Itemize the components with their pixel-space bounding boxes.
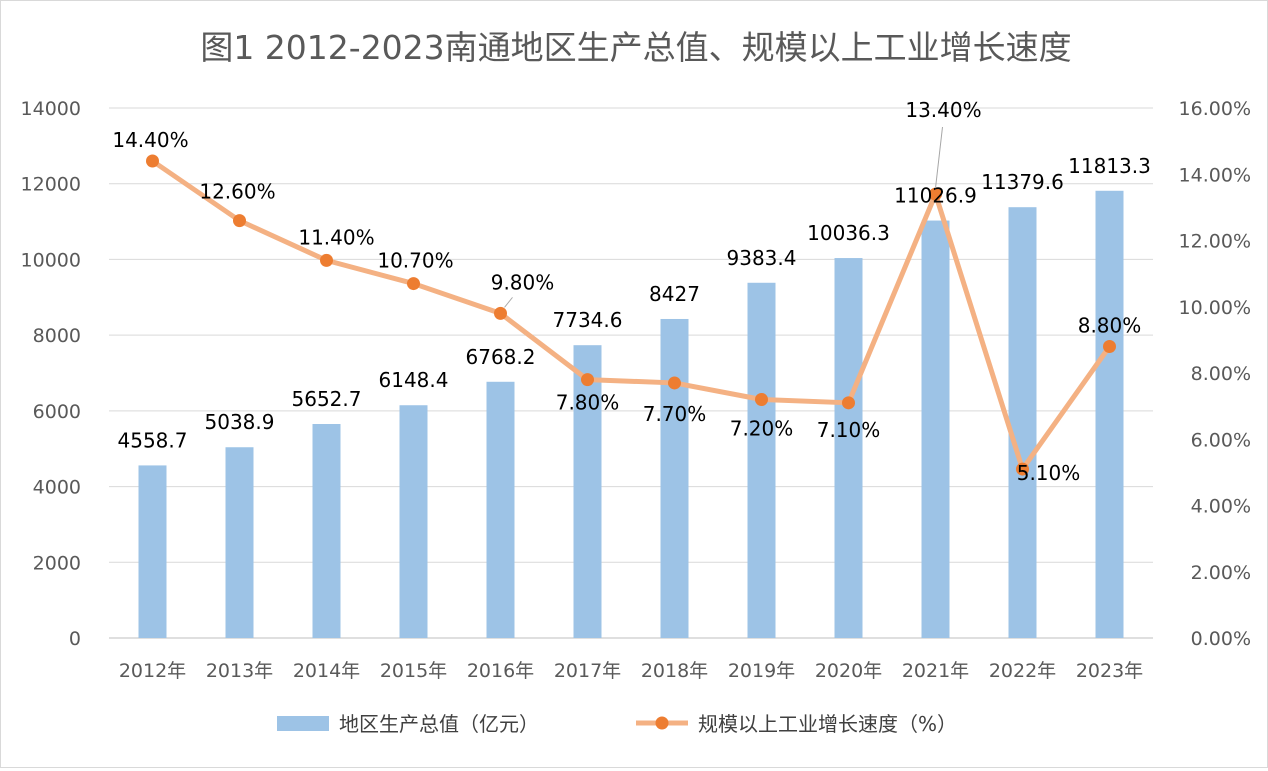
x-tick-label: 2016年: [467, 660, 534, 682]
growth-marker: [1016, 462, 1029, 476]
gdp-bar: [573, 345, 602, 638]
gdp-data-labels: 4558.7 5038.9 5652.7 6148.4 6768.2 7734.6 8427…: [118, 154, 1151, 453]
growth-value-label: 11.40%: [298, 225, 374, 249]
growth-value-label: 14.40%: [112, 128, 188, 152]
x-tick-label: 2019年: [728, 660, 795, 682]
left-tick-label: 12000: [21, 174, 81, 196]
right-tick-label: 4.00%: [1191, 496, 1251, 518]
right-tick-label: 2.00%: [1191, 562, 1251, 584]
growth-value-label: 5.10%: [1017, 461, 1081, 485]
x-tick-label: 2018年: [641, 660, 708, 682]
legend-swatch-marker: [655, 716, 669, 730]
gdp-value-label: 8427: [649, 282, 700, 306]
x-tick-label: 2020年: [815, 660, 882, 682]
legend-swatch-gdp: [277, 716, 329, 731]
legend: 地区生产总值（亿元） 规模以上工业增长速度（%）: [277, 712, 957, 736]
growth-data-labels: 14.40% 12.60% 11.40%10.70% 9.80% 7.80% 7.70% 7…: [112, 98, 1141, 485]
growth-marker: [146, 154, 159, 168]
right-tick-label: 12.00%: [1179, 231, 1251, 253]
growth-value-label: 7.10%: [817, 418, 881, 442]
gdp-value-label: 11813.3: [1068, 154, 1151, 178]
growth-value-label: 7.80%: [556, 391, 620, 415]
growth-line-path: [150, 158, 1112, 472]
growth-marker: [842, 396, 855, 410]
growth-marker: [233, 214, 246, 228]
right-tick-label: 0.00%: [1191, 628, 1251, 650]
right-tick-label: 8.00%: [1191, 363, 1251, 385]
growth-marker: [581, 373, 594, 387]
growth-value-label: 13.40%: [905, 98, 981, 122]
gdp-value-label: 5652.7: [292, 387, 362, 411]
gdp-bar: [834, 258, 863, 638]
left-tick-label: 6000: [33, 401, 81, 423]
gdp-value-label: 11379.6: [981, 170, 1064, 194]
growth-value-label: 7.70%: [643, 402, 707, 426]
x-tick-label: 2012年: [119, 660, 186, 682]
gdp-bar: [1008, 207, 1037, 638]
growth-value-label: 12.60%: [199, 180, 275, 204]
gdp-bar: [747, 282, 776, 638]
right-tick-label: 14.00%: [1179, 164, 1251, 186]
right-tick-label: 10.00%: [1179, 297, 1251, 319]
gdp-bars: [138, 190, 1124, 638]
gdp-value-label: 6148.4: [379, 368, 449, 392]
x-tick-label: 2023年: [1076, 660, 1143, 682]
gdp-value-label: 7734.6: [553, 308, 623, 332]
growth-value-label: 7.20%: [730, 417, 794, 441]
chart-title: 图1 2012-2023南通地区生产总值、规模以上工业增长速度: [200, 28, 1071, 67]
x-tick-label: 2014年: [293, 660, 360, 682]
growth-marker: [1103, 340, 1116, 353]
left-tick-label: 14000: [21, 98, 81, 120]
growth-marker: [929, 187, 942, 201]
gdp-bar: [312, 424, 341, 638]
right-tick-label: 16.00%: [1179, 98, 1251, 120]
gdp-bar: [486, 381, 515, 638]
growth-marker: [668, 376, 681, 390]
leader-line: [504, 297, 513, 308]
growth-marker: [407, 277, 420, 291]
left-tick-label: 0: [69, 628, 81, 650]
left-tick-label: 10000: [21, 249, 81, 271]
gdp-value-label: 4558.7: [118, 428, 188, 452]
growth-marker: [755, 393, 768, 406]
gdp-bar: [399, 405, 428, 638]
x-tick-label: 2022年: [989, 660, 1056, 682]
growth-value-label: 9.80%: [491, 270, 555, 294]
right-axis: 0.00% 2.00% 4.00% 6.00% 8.00% 10.00% 12.00% 14.…: [1179, 98, 1251, 650]
leader-line: [935, 126, 943, 189]
legend-label-gdp: 地区生产总值（亿元）: [339, 712, 539, 736]
left-tick-label: 8000: [33, 325, 81, 347]
left-axis: 0 2000 4000 6000 8000 10000 12000 14000: [21, 98, 81, 650]
right-tick-label: 6.00%: [1191, 429, 1251, 451]
x-tick-label: 2015年: [380, 660, 447, 682]
x-axis: 2012年 2013年 2014年 2015年 2016年 2017年 2018年 2019年…: [119, 660, 1143, 682]
gridlines: [109, 107, 1153, 639]
x-tick-label: 2017年: [554, 660, 621, 682]
x-tick-label: 2013年: [206, 660, 273, 682]
growth-marker: [320, 253, 333, 267]
gdp-bar: [660, 318, 689, 638]
gdp-bar: [1095, 190, 1124, 638]
gdp-bar: [921, 220, 950, 638]
left-tick-label: 2000: [33, 552, 81, 574]
growth-marker: [494, 306, 507, 320]
legend-label-growth: 规模以上工业增长速度（%）: [698, 712, 957, 736]
gdp-value-label: 5038.9: [205, 410, 275, 434]
x-tick-label: 2021年: [902, 660, 969, 682]
left-tick-label: 4000: [33, 477, 81, 499]
growth-value-label: 10.70%: [377, 249, 453, 273]
gdp-value-label: 10036.3: [807, 221, 890, 245]
gdp-bar: [138, 465, 167, 638]
gdp-value-label: 6768.2: [466, 345, 536, 369]
gdp-bar: [225, 447, 254, 638]
growth-value-label: 8.80%: [1078, 314, 1142, 338]
growth-line: [146, 154, 1116, 476]
gdp-value-label: 9383.4: [727, 246, 797, 270]
